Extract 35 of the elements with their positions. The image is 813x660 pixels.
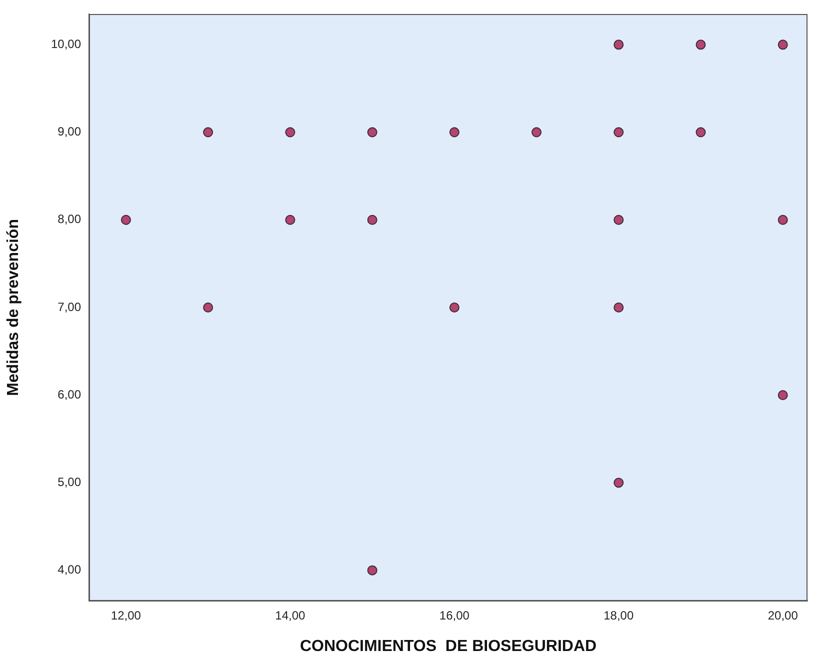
x-tick-label: 16,00	[439, 608, 470, 623]
point	[696, 40, 706, 50]
point	[778, 40, 788, 50]
point	[285, 214, 296, 225]
y-tick-label: 9,00	[58, 124, 82, 139]
y-tick-label: 10,00	[50, 36, 82, 51]
point	[449, 302, 460, 312]
point	[285, 127, 296, 138]
point	[614, 302, 624, 312]
point	[614, 40, 624, 50]
y-tick-label: 8,00	[58, 212, 82, 226]
x-tick-label: 12,00	[110, 608, 142, 623]
point	[778, 390, 788, 400]
y-tick-label: 5,00	[58, 475, 82, 490]
point	[203, 127, 214, 138]
point	[778, 214, 788, 225]
x-axis-title: CONOCIMIENTOS DE BIOSEGURIDAD	[300, 638, 597, 655]
x-tick-label: 18,00	[604, 608, 634, 623]
y-tick-label: 7,00	[58, 300, 82, 314]
x-tick-label: 14,00	[275, 608, 306, 623]
point	[614, 478, 624, 488]
point	[120, 214, 131, 225]
point	[367, 127, 378, 138]
point	[203, 302, 214, 312]
point	[367, 214, 378, 225]
x-tick-label: 20,00	[768, 608, 798, 623]
y-tick-label: 6,00	[58, 387, 82, 402]
y-axis-title: Medidas de prevención	[5, 219, 22, 396]
point	[532, 127, 542, 138]
point	[449, 127, 460, 138]
point	[614, 127, 624, 138]
point	[614, 214, 624, 225]
point	[367, 565, 378, 576]
y-tick-label: 4,00	[58, 562, 82, 577]
point	[696, 127, 706, 138]
